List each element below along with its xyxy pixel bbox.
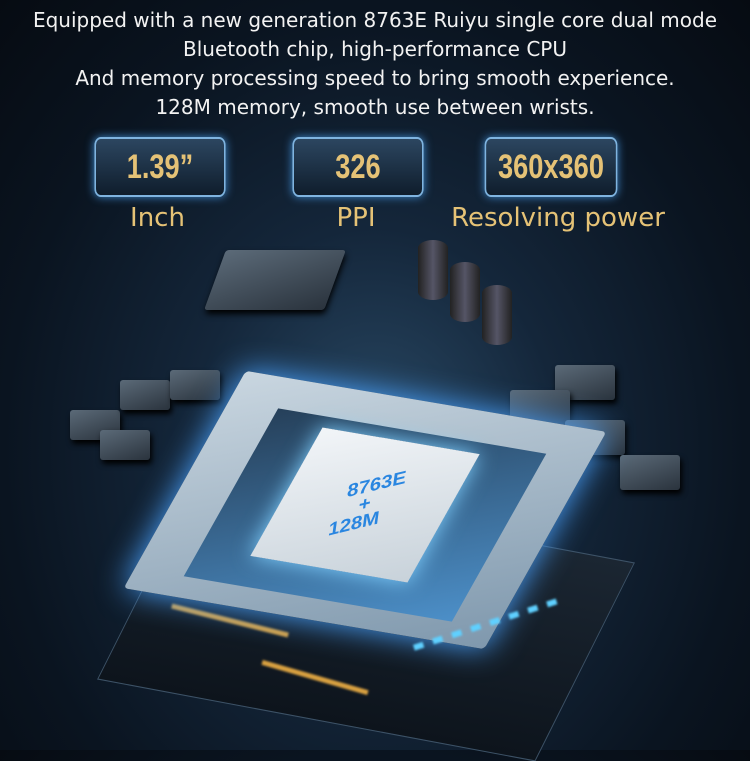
board-component (170, 370, 220, 400)
chip-label-model: 8763E (345, 467, 407, 503)
spec-value: 326 (335, 147, 381, 186)
spec-label: PPI (336, 203, 376, 233)
spec-label: Resolving power (451, 203, 665, 233)
spec-value: 1.39” (126, 147, 194, 186)
spec-value-box: 360x360 (484, 137, 618, 197)
intro-text: Equipped with a new generation 8763E Rui… (0, 6, 750, 122)
intro-line: Bluetooth chip, high-performance CPU (182, 37, 567, 61)
spec-label: Inch (130, 203, 185, 233)
spec-ppi: 326 PPI (290, 137, 424, 233)
spec-value-box: 326 (292, 137, 424, 197)
board-component (120, 380, 170, 410)
board-component (100, 430, 150, 460)
spec-size: 1.39” Inch (90, 137, 226, 233)
capacitor (450, 262, 480, 322)
intro-line: And memory processing speed to bring smo… (75, 66, 675, 90)
capacitor (418, 240, 448, 300)
intro-line: 128M memory, smooth use between wrists. (155, 95, 595, 119)
capacitor (482, 285, 512, 345)
board-component (204, 250, 346, 310)
board-component (620, 455, 680, 490)
spec-resolution: 360x360 Resolving power (448, 137, 668, 233)
chip-illustration: 8763E + 128M (97, 370, 635, 761)
spec-value-box: 1.39” (94, 137, 226, 197)
chip-label-memory: 128M (327, 507, 381, 541)
spec-value: 360x360 (498, 147, 604, 186)
intro-line: Equipped with a new generation 8763E Rui… (32, 8, 718, 32)
